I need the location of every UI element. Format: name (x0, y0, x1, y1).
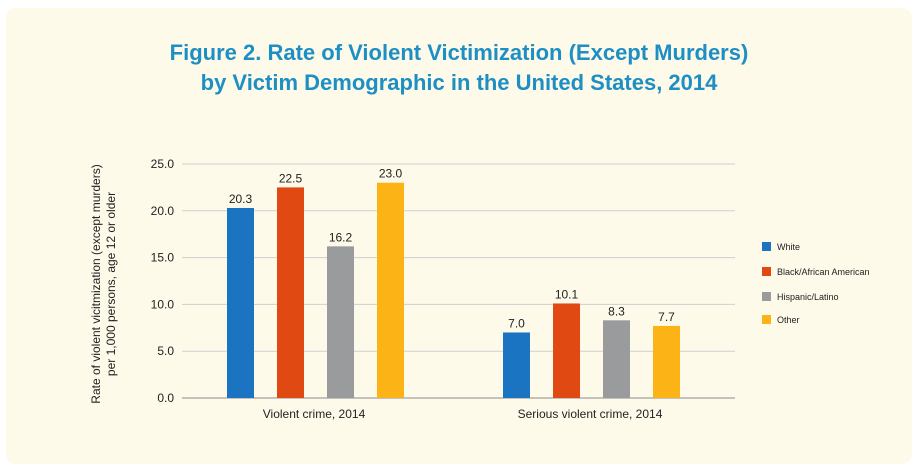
y-tick-label: 25.0 (151, 157, 175, 171)
bar (553, 303, 580, 398)
x-category-label: Violent crime, 2014 (263, 407, 366, 421)
legend-swatch (762, 315, 771, 324)
chart-title-line-2: by Victim Demographic in the United Stat… (200, 70, 718, 95)
x-axis-categories: Violent crime, 2014 Serious violent crime… (263, 407, 663, 421)
y-axis-label-line-1: Rate of violent vicitmization (except mu… (89, 164, 103, 403)
legend-label: Other (777, 315, 800, 325)
x-category-label: Serious violent crime, 2014 (518, 407, 663, 421)
y-axis-label-line-2: per 1,000 persons, age 12 or older (104, 192, 118, 376)
data-label: 20.3 (229, 192, 253, 206)
y-tick-label: 5.0 (157, 344, 174, 358)
bar (227, 207, 254, 398)
bar (327, 246, 354, 398)
legend-label: Hispanic/Latino (777, 292, 839, 302)
legend: White Black/African American Hispanic/Lati… (762, 242, 870, 325)
bar (653, 325, 680, 398)
data-label: 16.2 (329, 230, 353, 244)
data-labels: 20.3 22.5 16.2 23.0 7.0 10.1 8.3 7.7 (229, 167, 675, 331)
y-tick-label: 15.0 (151, 251, 175, 265)
chart-background (6, 8, 912, 464)
data-label: 7.7 (658, 310, 675, 324)
data-label: 23.0 (379, 167, 403, 181)
y-axis-ticks: 0.0 5.0 10.0 15.0 20.0 25.0 (151, 157, 175, 405)
legend-label: Black/African American (777, 267, 870, 277)
data-label: 10.1 (555, 287, 579, 301)
y-tick-label: 10.0 (151, 297, 175, 311)
gridlines (182, 163, 735, 399)
bar (377, 182, 404, 398)
legend-swatch (762, 242, 771, 251)
chart-title: Figure 2. Rate of Violent Victimization … (0, 38, 918, 98)
data-label: 22.5 (279, 171, 303, 185)
legend-swatch (762, 267, 771, 276)
chart-title-line-1: Figure 2. Rate of Violent Victimization … (169, 40, 749, 65)
bar (503, 332, 530, 398)
bars (227, 182, 680, 398)
y-tick-label: 20.0 (151, 204, 175, 218)
bar (603, 320, 630, 398)
data-label: 8.3 (608, 304, 625, 318)
legend-swatch (762, 292, 771, 301)
legend-label: White (777, 242, 800, 252)
bar (277, 187, 304, 398)
y-tick-label: 0.0 (157, 391, 174, 405)
data-label: 7.0 (508, 316, 525, 330)
